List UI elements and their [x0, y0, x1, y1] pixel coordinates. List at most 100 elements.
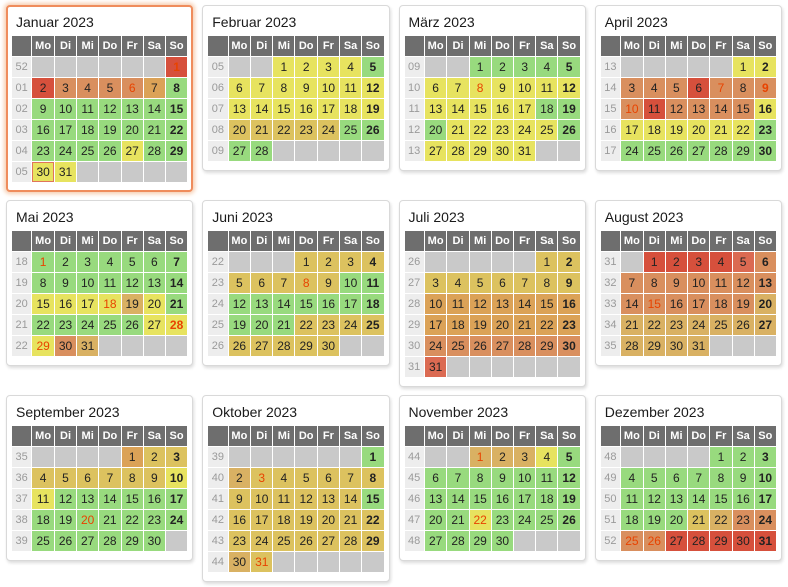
day-cell[interactable]: 24: [77, 315, 99, 335]
day-cell[interactable]: 25: [77, 141, 99, 161]
day-cell[interactable]: 7: [165, 252, 188, 272]
day-cell[interactable]: 5: [295, 468, 317, 488]
day-cell[interactable]: 2: [491, 447, 514, 467]
day-cell[interactable]: 3: [54, 78, 77, 98]
day-cell[interactable]: 23: [558, 315, 580, 335]
day-cell[interactable]: 17: [77, 294, 99, 314]
day-cell[interactable]: 18: [32, 510, 54, 530]
day-cell[interactable]: 19: [558, 99, 580, 119]
day-cell[interactable]: 23: [491, 510, 514, 530]
day-cell[interactable]: 25: [643, 141, 665, 161]
day-cell[interactable]: 20: [424, 510, 447, 530]
day-cell[interactable]: 30: [754, 141, 776, 161]
day-cell[interactable]: 17: [621, 120, 643, 140]
day-cell[interactable]: 28: [687, 531, 710, 551]
day-cell[interactable]: 19: [54, 510, 77, 530]
day-cell[interactable]: 27: [228, 141, 251, 161]
day-cell[interactable]: 8: [732, 78, 754, 98]
day-cell[interactable]: 27: [143, 315, 165, 335]
day-cell[interactable]: 15: [469, 489, 491, 509]
day-cell[interactable]: 28: [99, 531, 121, 551]
day-cell[interactable]: 13: [491, 294, 514, 314]
day-cell[interactable]: 17: [514, 99, 536, 119]
day-cell[interactable]: 30: [665, 336, 687, 356]
day-cell[interactable]: 20: [665, 510, 687, 530]
day-cell[interactable]: 3: [165, 447, 188, 467]
day-cell[interactable]: 23: [732, 510, 754, 530]
day-cell[interactable]: 19: [295, 510, 317, 530]
day-cell[interactable]: 22: [295, 315, 317, 335]
day-cell[interactable]: 15: [295, 294, 317, 314]
day-cell[interactable]: 16: [732, 489, 754, 509]
day-cell[interactable]: 24: [251, 531, 273, 551]
day-cell[interactable]: 9: [54, 273, 77, 293]
day-cell[interactable]: 29: [469, 141, 491, 161]
day-cell[interactable]: 28: [143, 141, 165, 161]
day-cell[interactable]: 5: [99, 78, 121, 98]
day-cell[interactable]: 16: [143, 489, 165, 509]
day-cell[interactable]: 8: [165, 78, 188, 98]
day-cell[interactable]: 25: [447, 336, 469, 356]
day-cell[interactable]: 13: [687, 99, 710, 119]
day-cell[interactable]: 20: [687, 120, 710, 140]
day-cell[interactable]: 14: [447, 489, 469, 509]
day-cell[interactable]: 17: [687, 294, 710, 314]
day-cell[interactable]: 4: [340, 57, 362, 77]
day-cell[interactable]: 8: [710, 468, 732, 488]
day-cell[interactable]: 27: [491, 336, 514, 356]
day-cell[interactable]: 7: [273, 273, 295, 293]
day-cell[interactable]: 16: [754, 99, 776, 119]
day-cell[interactable]: 29: [732, 141, 754, 161]
day-cell[interactable]: 19: [469, 315, 491, 335]
day-cell[interactable]: 23: [665, 315, 687, 335]
day-cell[interactable]: 29: [165, 141, 188, 161]
day-cell[interactable]: 9: [732, 468, 754, 488]
day-cell[interactable]: 29: [469, 531, 491, 551]
day-cell[interactable]: 13: [317, 489, 339, 509]
day-cell[interactable]: 25: [99, 315, 121, 335]
day-cell[interactable]: 21: [621, 315, 643, 335]
day-cell[interactable]: 16: [491, 489, 514, 509]
day-cell[interactable]: 2: [491, 57, 514, 77]
day-cell[interactable]: 12: [121, 273, 143, 293]
day-cell[interactable]: 11: [99, 273, 121, 293]
day-cell[interactable]: 6: [424, 468, 447, 488]
day-cell[interactable]: 29: [295, 336, 317, 356]
day-cell[interactable]: 27: [665, 531, 687, 551]
day-cell[interactable]: 10: [317, 78, 339, 98]
day-cell[interactable]: 23: [491, 120, 514, 140]
day-cell[interactable]: 14: [514, 294, 536, 314]
day-cell[interactable]: 19: [643, 510, 665, 530]
day-cell[interactable]: 13: [424, 489, 447, 509]
day-cell[interactable]: 11: [621, 489, 643, 509]
day-cell[interactable]: 3: [754, 447, 776, 467]
day-cell[interactable]: 5: [362, 57, 384, 77]
day-cell[interactable]: 26: [295, 531, 317, 551]
day-cell[interactable]: 22: [710, 510, 732, 530]
day-cell[interactable]: 26: [99, 141, 121, 161]
day-cell[interactable]: 29: [121, 531, 143, 551]
day-cell[interactable]: 28: [340, 531, 362, 551]
day-cell[interactable]: 18: [99, 294, 121, 314]
day-cell[interactable]: 11: [273, 489, 295, 509]
day-cell[interactable]: 24: [424, 336, 447, 356]
day-cell[interactable]: 28: [710, 141, 732, 161]
day-cell[interactable]: 26: [228, 336, 251, 356]
day-cell[interactable]: 22: [362, 510, 384, 530]
day-cell[interactable]: 8: [295, 273, 317, 293]
day-cell[interactable]: 17: [317, 99, 339, 119]
day-cell[interactable]: 22: [732, 120, 754, 140]
day-cell[interactable]: 1: [536, 252, 558, 272]
day-cell[interactable]: 31: [687, 336, 710, 356]
day-cell[interactable]: 9: [317, 273, 339, 293]
day-cell[interactable]: 27: [424, 531, 447, 551]
day-cell[interactable]: 26: [643, 531, 665, 551]
day-cell[interactable]: 19: [228, 315, 251, 335]
day-cell[interactable]: 12: [558, 468, 580, 488]
day-cell[interactable]: 16: [317, 294, 339, 314]
day-cell[interactable]: 16: [295, 99, 317, 119]
day-cell[interactable]: 31: [514, 141, 536, 161]
day-cell[interactable]: 27: [121, 141, 143, 161]
day-cell[interactable]: 14: [273, 294, 295, 314]
day-cell[interactable]: 6: [424, 78, 447, 98]
